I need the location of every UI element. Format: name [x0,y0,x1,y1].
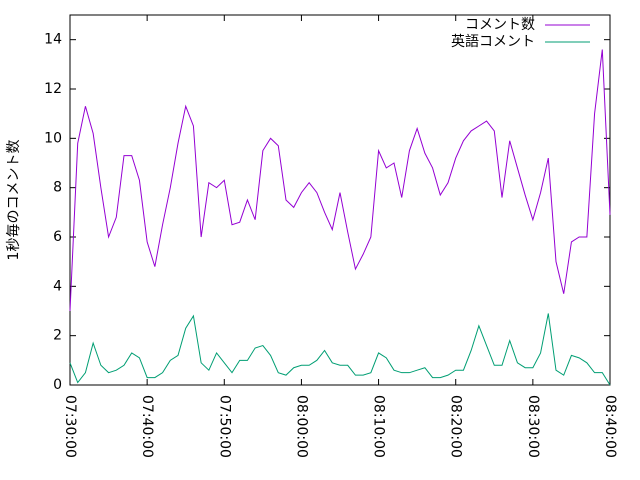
y-tick-label: 12 [44,81,62,97]
x-tick-label: 08:00:00 [293,395,309,458]
y-tick-label: 2 [53,328,62,344]
x-tick-label: 07:50:00 [216,395,232,458]
x-tick-label: 07:40:00 [139,395,155,458]
legend-label: コメント数 [465,17,535,33]
y-tick-label: 6 [53,229,62,245]
y-tick-label: 14 [44,32,62,48]
y-tick-label: 0 [53,377,62,393]
y-axis-label: 1秒毎のコメント数 [6,140,22,261]
y-tick-label: 10 [44,130,62,146]
legend-label: 英語コメント [451,33,535,50]
x-tick-label: 08:40:00 [602,395,618,458]
x-tick-label: 08:20:00 [448,395,464,458]
plot-frame [69,14,611,386]
line-series [69,313,611,386]
x-tick-label: 08:30:00 [525,395,541,458]
y-tick-label: 8 [53,180,62,196]
x-tick-label: 08:10:00 [371,395,387,458]
line-series [69,49,611,312]
x-tick-label: 07:30:00 [62,395,78,458]
y-tick-label: 4 [53,278,62,294]
